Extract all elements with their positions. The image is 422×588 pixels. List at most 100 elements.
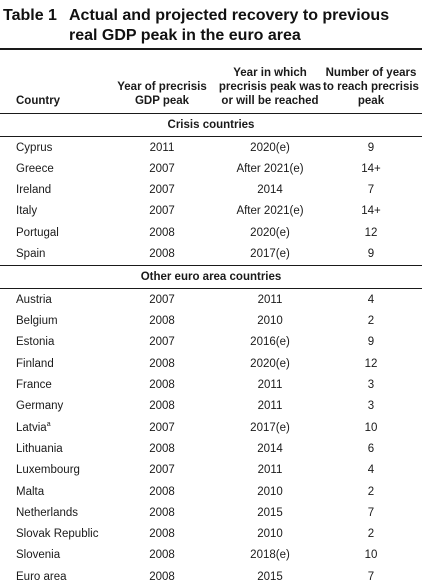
- cell-country: Austria: [16, 290, 52, 311]
- cell-precrisis-peak: 2007: [149, 421, 175, 434]
- table-header: Country Year of precrisis GDP peak Year …: [0, 50, 422, 113]
- cell-reach-year: 2020(e): [250, 226, 290, 239]
- table-row: Italy 2007 After 2021(e) 14+: [0, 201, 422, 222]
- cell-reach-year: 2015: [257, 506, 283, 519]
- cell-reach-year: 2017(e): [250, 248, 290, 260]
- cell-country: Euro area: [16, 567, 67, 588]
- cell-country: Lithuania: [16, 439, 63, 460]
- cell-reach-year: 2020(e): [250, 141, 290, 154]
- country-name: Slovenia: [16, 549, 61, 562]
- country-name: Lithuania: [16, 442, 63, 455]
- cell-years-to-reach: 12: [364, 357, 378, 370]
- country-name: Greece: [16, 162, 54, 175]
- cell-precrisis-peak: 2008: [149, 549, 175, 562]
- cell-years-to-reach: 9: [367, 248, 375, 260]
- cell-precrisis-peak: 2008: [149, 506, 175, 519]
- table-row: Euro area 2008 2015 7: [0, 567, 422, 588]
- cell-country: Finland: [16, 354, 54, 375]
- table-row: Greece 2007 After 2021(e) 14+: [0, 159, 422, 180]
- cell-country: Slovenia: [16, 545, 60, 566]
- country-name: Spain: [16, 248, 46, 260]
- country-name: Finland: [16, 357, 54, 370]
- cell-years-to-reach: 14+: [361, 205, 381, 218]
- cell-reach-year: 2011: [257, 293, 283, 306]
- country-name: Belgium: [16, 315, 58, 328]
- top-rule: [0, 48, 422, 50]
- header-country: Country: [16, 95, 61, 107]
- cell-precrisis-peak: 2008: [149, 485, 175, 498]
- cell-reach-year: 2014: [257, 184, 283, 197]
- cell-precrisis-peak: 2007: [149, 205, 175, 218]
- cell-country: Netherlands: [16, 503, 78, 524]
- cell-years-to-reach: 2: [367, 485, 375, 498]
- cell-country: Malta: [16, 482, 44, 503]
- country-name: Latvia: [16, 421, 47, 434]
- cell-years-to-reach: 10: [364, 421, 378, 434]
- cell-precrisis-peak: 2008: [149, 248, 175, 260]
- cell-country: Cyprus: [16, 138, 52, 159]
- cell-years-to-reach: 2: [367, 528, 375, 541]
- cell-reach-year: 2015: [257, 570, 283, 583]
- cell-reach-year: After 2021(e): [236, 205, 304, 218]
- header-reach-year: Year in which precrisis peak was or will…: [218, 67, 322, 107]
- cell-reach-year: 2018(e): [250, 549, 290, 562]
- cell-country: Spain: [16, 244, 45, 265]
- cell-country: France: [16, 375, 52, 396]
- country-name: Estonia: [16, 336, 55, 349]
- cell-precrisis-peak: 2007: [149, 464, 175, 477]
- table-row: Slovak Republic 2008 2010 2: [0, 524, 422, 545]
- cell-precrisis-peak: 2007: [149, 336, 175, 349]
- cell-years-to-reach: 4: [367, 293, 375, 306]
- table-row: Germany 2008 2011 3: [0, 396, 422, 417]
- cell-precrisis-peak: 2008: [149, 226, 175, 239]
- cell-precrisis-peak: 2008: [149, 357, 175, 370]
- cell-precrisis-peak: 2007: [149, 293, 175, 306]
- cell-years-to-reach: 9: [367, 336, 375, 349]
- cell-country: Italy: [16, 201, 37, 222]
- cell-reach-year: After 2021(e): [236, 162, 304, 175]
- table-row: Austria 2007 2011 4: [0, 290, 422, 311]
- cell-country: Luxembourg: [16, 460, 80, 481]
- country-name: Euro area: [16, 570, 67, 583]
- cell-precrisis-peak: 2007: [149, 162, 175, 175]
- cell-country: Latviaa: [16, 418, 51, 439]
- cell-years-to-reach: 9: [367, 141, 375, 154]
- cell-years-to-reach: 4: [367, 464, 375, 477]
- table-row: Cyprus 2011 2020(e) 9: [0, 138, 422, 159]
- country-name: Malta: [16, 485, 45, 498]
- cell-years-to-reach: 2: [367, 315, 375, 328]
- country-name: Slovak Republic: [16, 528, 99, 541]
- cell-reach-year: 2011: [257, 400, 283, 413]
- cell-reach-year: 2020(e): [250, 357, 290, 370]
- footnote-marker: a: [46, 420, 51, 428]
- cell-years-to-reach: 3: [367, 379, 375, 391]
- cell-country: Estonia: [16, 332, 54, 353]
- cell-years-to-reach: 12: [364, 226, 378, 239]
- table-number: Table 1: [3, 7, 57, 24]
- table-rule: [0, 288, 422, 290]
- table-row: Finland 2008 2020(e) 12: [0, 354, 422, 375]
- table-row: Lithuania 2008 2014 6: [0, 439, 422, 460]
- country-name: Portugal: [16, 226, 59, 239]
- cell-years-to-reach: 6: [367, 442, 375, 455]
- section-heading: Other euro area countries: [140, 271, 282, 284]
- cell-reach-year: 2010: [257, 315, 283, 328]
- cell-years-to-reach: 7: [367, 570, 375, 583]
- cell-years-to-reach: 3: [367, 400, 375, 413]
- header-precrisis-peak: Year of precrisis GDP peak: [117, 81, 207, 107]
- table-row: Netherlands 2008 2015 7: [0, 503, 422, 524]
- cell-country: Greece: [16, 159, 54, 180]
- cell-country: Belgium: [16, 311, 58, 332]
- country-name: Cyprus: [16, 141, 53, 154]
- table-row: Belgium 2008 2010 2: [0, 311, 422, 332]
- cell-precrisis-peak: 2008: [149, 315, 175, 328]
- country-name: Austria: [16, 293, 52, 306]
- cell-precrisis-peak: 2011: [149, 141, 175, 154]
- cell-reach-year: 2010: [257, 485, 283, 498]
- table-row: Latviaa 2007 2017(e) 10: [0, 418, 422, 439]
- section-heading: Crisis countries: [167, 119, 255, 131]
- cell-years-to-reach: 10: [364, 549, 378, 562]
- cell-country: Portugal: [16, 223, 59, 244]
- table-row: Luxembourg 2007 2011 4: [0, 460, 422, 481]
- cell-reach-year: 2010: [257, 528, 283, 541]
